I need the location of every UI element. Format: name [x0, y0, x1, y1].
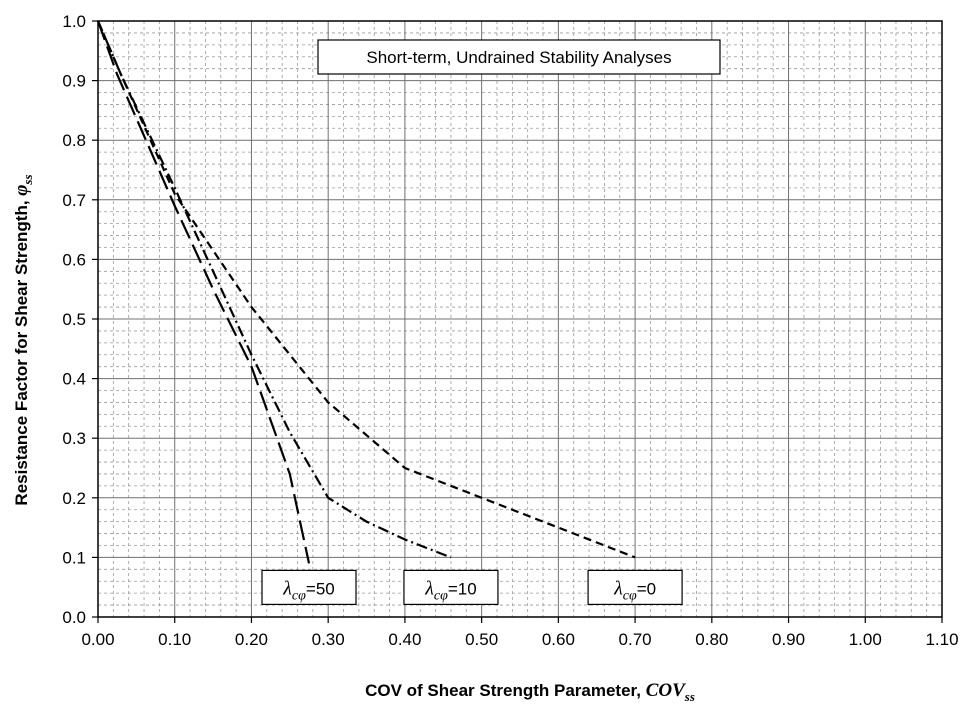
series-line-2	[96, 20, 311, 564]
y-tick-label: 0.2	[62, 489, 86, 508]
x-axis-title: COV of Shear Strength Parameter, COVss	[365, 680, 695, 704]
series-label-0: λcφ=0	[587, 569, 683, 606]
y-tick-label: 0.1	[62, 548, 86, 567]
x-tick-label: 0.00	[81, 630, 114, 649]
series-label-value: =0	[637, 579, 656, 598]
x-tick-label: 0.70	[619, 630, 652, 649]
chart-title-frame	[317, 39, 721, 75]
x-axis-title-text: COV of Shear Strength Parameter,	[365, 681, 646, 700]
series-label-symbol: λ	[424, 577, 434, 599]
series-label-text: λcφ=50	[282, 577, 334, 603]
series-label-text: λcφ=10	[424, 577, 476, 603]
axes	[92, 20, 943, 623]
series-line-1	[96, 20, 452, 559]
y-tick-label: 0.8	[62, 131, 86, 150]
chart-title: Short-term, Undrained Stability Analyses	[366, 48, 671, 67]
series-label-value: =50	[306, 579, 335, 598]
series-label-1: λcφ=10	[403, 569, 499, 606]
series-lines	[96, 20, 636, 564]
y-tick-label: 0.3	[62, 429, 86, 448]
y-axis-title: Resistance Factor for Shear Strength, φs…	[11, 174, 35, 505]
series-label-subscript: cφ	[292, 588, 306, 603]
series-label-subscript: cφ	[623, 588, 637, 603]
x-tick-label: 0.90	[772, 630, 805, 649]
chart-title-box: Short-term, Undrained Stability Analyses	[317, 39, 721, 75]
y-tick-label: 1.0	[62, 12, 86, 31]
grid	[97, 20, 943, 618]
series-label-frame	[261, 569, 357, 606]
x-tick-label: 1.10	[925, 630, 958, 649]
y-axis-title-symbol: φ	[11, 185, 32, 196]
x-tick-label: 0.30	[312, 630, 345, 649]
y-tick-label: 0.7	[62, 191, 86, 210]
series-label-symbol: λ	[282, 577, 292, 599]
y-tick-label: 0.4	[62, 370, 86, 389]
y-tick-label: 0.6	[62, 250, 86, 269]
tick-labels: 0.00 0.10 0.20 0.30 0.40 0.50 0.60 0.70 0.80 0.90…	[62, 12, 958, 649]
series-label-subscript: cφ	[434, 588, 448, 603]
x-axis-title-subscript: ss	[684, 689, 695, 704]
x-tick-label: 0.20	[235, 630, 268, 649]
y-tick-label: 0.9	[62, 72, 86, 91]
x-tick-label: 0.50	[465, 630, 498, 649]
x-tick-label: 0.10	[158, 630, 191, 649]
series-label-frame	[587, 569, 683, 606]
x-tick-label: 0.80	[695, 630, 728, 649]
series-label-2: λcφ=50	[261, 569, 357, 606]
x-axis-title-symbol: COV	[646, 680, 686, 701]
series-label-frame	[403, 569, 499, 606]
y-tick-label: 0.0	[62, 608, 86, 627]
series-label-text: λcφ=0	[613, 577, 656, 603]
y-tick-label: 0.5	[62, 310, 86, 329]
series-label-symbol: λ	[613, 577, 623, 599]
y-axis-title-subscript: ss	[20, 174, 35, 185]
x-tick-label: 0.40	[388, 630, 421, 649]
y-axis-title-text: Resistance Factor for Shear Strength,	[12, 196, 31, 506]
series-line-0	[96, 20, 636, 559]
x-tick-label: 0.60	[542, 630, 575, 649]
series-label-value: =10	[448, 579, 477, 598]
x-tick-label: 1.00	[849, 630, 882, 649]
